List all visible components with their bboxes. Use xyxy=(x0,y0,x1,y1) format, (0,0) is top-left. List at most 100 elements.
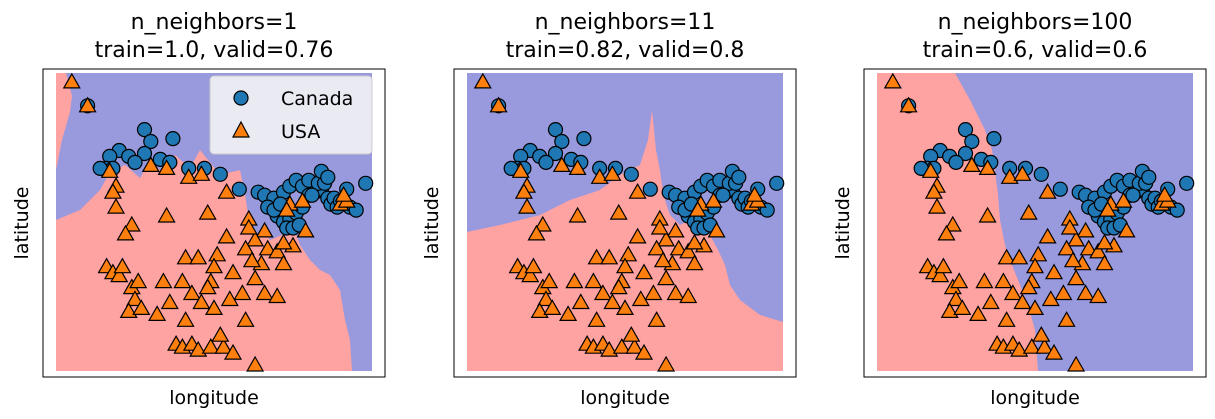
usa-point xyxy=(125,290,145,307)
usa-point xyxy=(533,215,552,232)
usa-point xyxy=(258,239,277,256)
usa-point xyxy=(603,165,622,181)
usa-point xyxy=(1060,218,1079,235)
subplot-2-title-line-1: n_neighbors=11 xyxy=(535,10,716,35)
usa-point xyxy=(521,266,540,283)
usa-point xyxy=(634,263,654,280)
usa-point xyxy=(239,218,258,235)
usa-point xyxy=(1025,299,1045,315)
usa-point xyxy=(1089,242,1108,259)
subplot-1: n_neighbors=1 train=1.0, valid=0.76 Cana… xyxy=(11,10,386,409)
usa-point xyxy=(669,239,688,256)
legend-usa-marker xyxy=(232,120,250,138)
usa-point xyxy=(1025,257,1045,274)
canada-point xyxy=(127,154,143,170)
usa-point xyxy=(192,293,211,310)
canada-point xyxy=(1141,169,1157,185)
subplot-2-frame xyxy=(453,68,797,378)
usa-point xyxy=(962,156,981,172)
usa-point xyxy=(1067,355,1086,372)
usa-point xyxy=(173,272,192,289)
canada-point xyxy=(231,181,247,197)
usa-point xyxy=(666,284,685,301)
usa-point xyxy=(122,215,141,232)
usa-point xyxy=(634,343,654,360)
usa-point xyxy=(1067,269,1086,286)
canada-point xyxy=(547,145,564,162)
usa-point xyxy=(192,165,211,181)
usa-point xyxy=(625,337,644,354)
subplot-2-points-usa xyxy=(473,72,767,372)
usa-point xyxy=(997,248,1016,265)
usa-point xyxy=(176,248,195,265)
usa-point xyxy=(612,337,631,354)
usa-point xyxy=(1067,230,1086,247)
usa-point xyxy=(615,299,635,315)
usa-point xyxy=(978,206,997,223)
usa-point xyxy=(116,224,135,241)
canada-point xyxy=(623,166,639,182)
canada-point xyxy=(212,166,228,182)
usa-point xyxy=(223,343,243,360)
usa-point xyxy=(924,182,943,199)
usa-point xyxy=(540,272,559,289)
usa-point xyxy=(1019,203,1038,220)
usa-point xyxy=(100,162,119,178)
usa-point xyxy=(568,206,587,223)
usa-point xyxy=(679,287,698,304)
usa-point xyxy=(600,248,619,265)
subplot-1-title-line-2: train=1.0, valid=0.76 xyxy=(95,38,334,63)
usa-point xyxy=(157,159,176,175)
subplot-1-xlabel: longitude xyxy=(169,387,259,409)
subplot-1-title-line-1: n_neighbors=1 xyxy=(131,10,298,35)
usa-point xyxy=(647,311,666,327)
canada-point xyxy=(143,133,159,150)
canada-point xyxy=(576,131,592,147)
subplot-2-plot-area xyxy=(453,68,797,378)
usa-point xyxy=(657,230,676,247)
usa-point xyxy=(934,257,953,274)
canada-point xyxy=(1052,181,1068,197)
usa-point xyxy=(1035,337,1054,354)
usa-point xyxy=(536,290,556,307)
canada-point xyxy=(547,122,564,138)
subplot-2-decision-regions xyxy=(467,73,783,371)
canada-point xyxy=(1179,175,1195,191)
subplot-3-points-canada xyxy=(900,98,1195,236)
usa-point xyxy=(685,233,704,250)
usa-point xyxy=(1095,254,1114,271)
canada-point xyxy=(136,122,153,138)
usa-point xyxy=(688,200,707,217)
usa-point xyxy=(921,162,940,178)
usa-point xyxy=(268,287,287,304)
usa-point xyxy=(1054,284,1073,301)
subplot-3-points-usa xyxy=(883,72,1177,372)
canada-point xyxy=(1125,187,1141,203)
canada-point xyxy=(136,145,153,162)
subplot-1-legend: Canada USA xyxy=(209,75,373,155)
usa-point xyxy=(473,72,492,89)
usa-point xyxy=(628,182,647,199)
usa-point xyxy=(1079,239,1098,256)
usa-point xyxy=(211,325,230,342)
usa-point xyxy=(657,269,676,286)
usa-point xyxy=(584,272,603,289)
usa-point xyxy=(1057,311,1076,327)
usa-point xyxy=(189,248,208,265)
usa-point xyxy=(530,302,549,318)
subplot-1-plot-area: Canada USA xyxy=(42,68,386,378)
subplot-3-title-line-2: train=0.6, valid=0.6 xyxy=(923,38,1148,63)
usa-point xyxy=(953,299,972,315)
usa-point xyxy=(657,355,676,372)
usa-point xyxy=(1076,221,1095,238)
subplot-1-frame xyxy=(42,68,386,378)
usa-point xyxy=(141,156,160,172)
usa-point xyxy=(666,221,685,238)
usa-point xyxy=(631,290,650,307)
legend-canada-marker xyxy=(233,90,249,106)
canada-point xyxy=(320,169,336,185)
usa-point xyxy=(154,272,173,289)
usa-point xyxy=(255,221,274,238)
canada-point xyxy=(986,131,1002,147)
usa-point xyxy=(246,230,265,247)
